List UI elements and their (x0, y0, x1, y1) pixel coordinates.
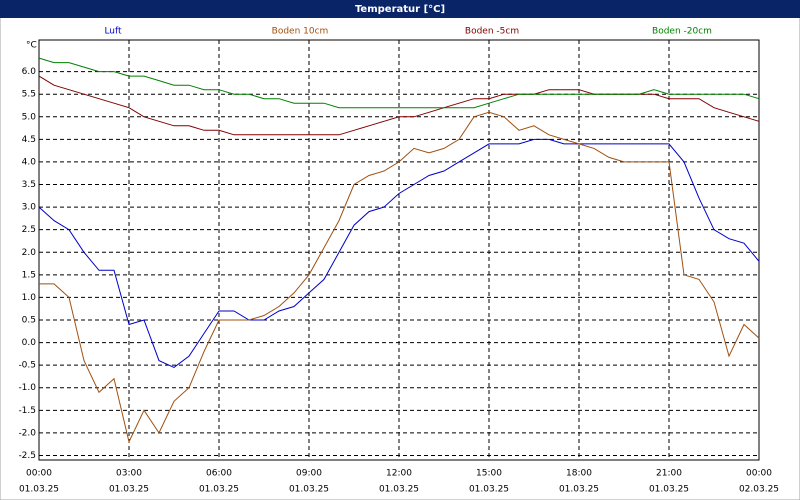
x-tick-label: 15:00 (476, 469, 502, 479)
x-tick-label: 00:00 (26, 469, 52, 479)
x-tick-label: 03:00 (116, 469, 142, 479)
x-tick-date: 02.03.25 (739, 485, 779, 495)
x-tick-label: 06:00 (206, 469, 232, 479)
x-tick-label: 12:00 (386, 469, 412, 479)
y-tick-label: -1.5 (18, 406, 36, 416)
y-tick-label: 0.0 (22, 338, 37, 348)
chart-title: Temperatur [°C] (355, 4, 445, 15)
legend-entry: Boden -20cm (652, 27, 712, 37)
y-tick-label: 4.5 (22, 135, 36, 145)
title-bar (0, 0, 800, 18)
legend-entry: Luft (104, 27, 122, 37)
x-tick-date: 01.03.25 (109, 485, 149, 495)
x-tick-date: 01.03.25 (19, 485, 59, 495)
x-tick-label: 00:00 (746, 469, 772, 479)
y-tick-label: -1.0 (18, 383, 36, 393)
y-tick-label: -0.5 (18, 361, 36, 371)
x-tick-date: 01.03.25 (379, 485, 419, 495)
y-tick-label: 2.5 (22, 225, 36, 235)
x-tick-date: 01.03.25 (559, 485, 599, 495)
y-tick-label: 4.0 (22, 157, 37, 167)
y-tick-label: 1.5 (22, 270, 36, 280)
legend-entry: Boden -5cm (465, 27, 519, 37)
data-line (38, 57, 760, 109)
y-tick-label: -2.0 (18, 428, 36, 438)
data-line (39, 111, 760, 444)
x-tick-label: 21:00 (656, 469, 682, 479)
x-tick-label: 09:00 (296, 469, 322, 479)
y-tick-label: 3.5 (22, 180, 36, 190)
plot-frame (38, 39, 760, 461)
y-tick-label: 1.0 (22, 293, 37, 303)
y-tick-label: 2.0 (22, 248, 37, 258)
y-tick-label: 0.5 (22, 316, 36, 326)
y-tick-label: 5.0 (22, 112, 37, 122)
data-line (38, 138, 760, 368)
x-tick-date: 01.03.25 (649, 485, 689, 495)
x-tick-label: 18:00 (566, 469, 592, 479)
y-axis-label: °C (26, 41, 37, 51)
y-tick-label: 6.0 (22, 67, 37, 77)
y-tick-label: 3.0 (22, 203, 37, 213)
x-tick-date: 01.03.25 (469, 485, 509, 495)
x-tick-date: 01.03.25 (289, 485, 329, 495)
legend-entry: Boden 10cm (272, 27, 329, 37)
x-tick-date: 01.03.25 (199, 485, 239, 495)
y-tick-label: -2.5 (18, 451, 36, 461)
y-tick-label: 5.5 (22, 90, 36, 100)
